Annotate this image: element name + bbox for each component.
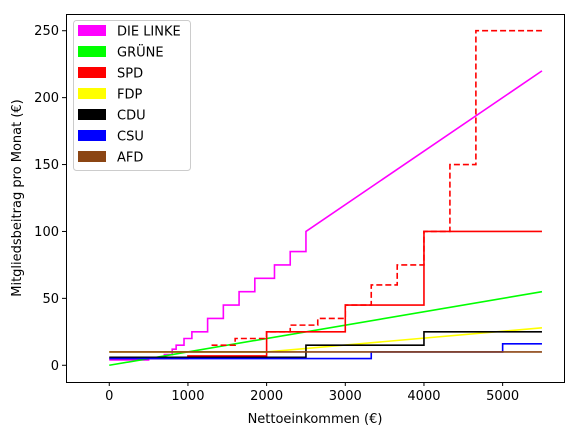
x-tick-label: 3000 [329,389,362,404]
y-tick-label: 200 [34,91,59,106]
legend-swatch [78,130,106,141]
x-tick-label: 1000 [171,389,204,404]
y-tick-label: 100 [34,225,59,240]
legend-label: AFD [117,151,143,166]
y-axis-label: Mitgliedsbeitrag pro Monat (€) [10,99,25,297]
legend-label: CSU [117,130,144,145]
legend-label: CDU [117,109,146,124]
legend-label: FDP [117,88,142,103]
legend-swatch [78,67,106,78]
x-tick-label: 5000 [486,389,519,404]
legend-swatch [78,46,106,57]
series-line-grüne [109,290,543,367]
y-axis-ticks: 0 50 100 150 200 250 [34,24,66,374]
x-tick-label: 0 [105,389,113,404]
legend-swatch [78,109,106,120]
plot-lines [109,29,543,367]
y-tick-label: 150 [34,158,59,173]
legend-swatch [78,151,106,162]
legend-label: DIE LINKE [117,25,181,40]
legend-swatch [78,25,106,36]
x-tick-label: 2000 [250,389,283,404]
series-line-cdu [109,331,542,359]
legend-label: SPD [117,67,143,82]
legend-label: GRÜNE [117,44,164,61]
y-tick-label: 0 [51,359,59,374]
plot-frame [66,14,565,383]
series-line-spd-dashed [211,29,542,346]
x-tick-label: 4000 [407,389,440,404]
y-tick-label: 50 [42,292,59,307]
x-axis-label: Nettoeinkommen (€) [248,412,383,427]
legend: DIE LINKE GRÜNE SPD FDP CDU CSU AFD [73,20,191,171]
x-axis-ticks: 0 1000 2000 3000 4000 5000 [105,382,519,404]
legend-swatch [78,88,106,99]
y-tick-label: 250 [34,24,59,39]
